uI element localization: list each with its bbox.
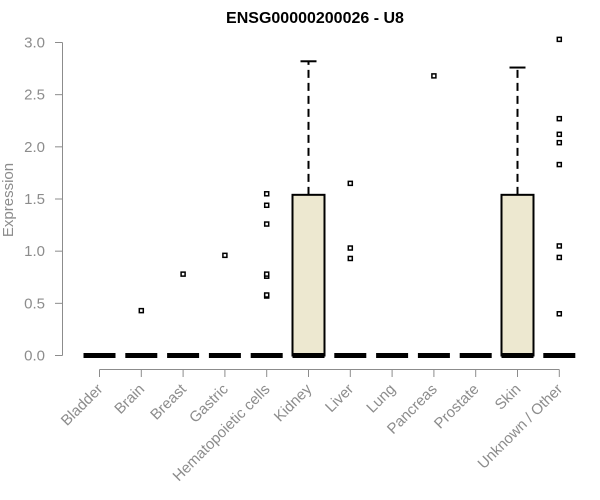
x-tick-label: Bladder: [58, 381, 107, 430]
outlier-point: [556, 254, 563, 261]
outlier-point: [263, 271, 270, 277]
outlier-point: [180, 271, 186, 277]
outlier-point: [263, 292, 270, 298]
box-group: [125, 307, 158, 358]
box-rect: [500, 193, 535, 357]
outlier-point: [138, 307, 145, 314]
box-group: [334, 180, 367, 358]
outlier-point: [556, 139, 563, 146]
x-tick-label: Breast: [147, 380, 190, 423]
box-group: [208, 252, 241, 358]
y-tick-label: 1.5: [24, 191, 45, 208]
box-group: [543, 36, 576, 358]
outlier-point: [556, 131, 563, 138]
outlier-point: [263, 202, 270, 209]
y-tick-label: 2.5: [24, 87, 45, 104]
y-tick-label: 0.0: [24, 348, 45, 365]
x-tick-label: Lung: [363, 381, 399, 417]
outlier-point: [556, 161, 563, 168]
outlier-point: [263, 191, 270, 197]
y-axis-label: Expression: [0, 163, 17, 237]
box-group: [167, 271, 200, 358]
outlier-point: [347, 180, 354, 187]
box-group: [500, 66, 535, 358]
x-tick-label: Skin: [492, 381, 525, 414]
box-group: [417, 73, 450, 358]
y-axis: 0.0 0.5 1.0 1.5 2.0 2.5 3.0: [24, 35, 63, 365]
x-tick-label: Prostate: [431, 381, 483, 433]
x-tick-label: Liver: [322, 381, 357, 416]
y-tick-label: 1.0: [24, 243, 45, 260]
x-tick-label: Kidney: [271, 380, 316, 425]
outlier-point: [263, 221, 270, 227]
outlier-point: [556, 115, 563, 122]
outlier-point: [222, 252, 228, 259]
box-group: [291, 60, 326, 358]
outlier-point: [347, 245, 354, 251]
y-tick-label: 2.0: [24, 139, 45, 156]
outlier-point: [556, 243, 563, 249]
outlier-point: [556, 36, 563, 43]
y-tick-label: 0.5: [24, 295, 45, 312]
plot-area: [83, 36, 576, 358]
outlier-point: [431, 73, 437, 79]
outlier-point: [556, 311, 563, 317]
outlier-point: [347, 255, 354, 262]
y-tick-label: 3.0: [24, 35, 45, 52]
chart-title: ENSG00000200026 - U8: [226, 10, 404, 27]
box-group: [250, 191, 283, 358]
x-tick-label: Brain: [111, 381, 148, 418]
box-rect: [291, 193, 326, 357]
